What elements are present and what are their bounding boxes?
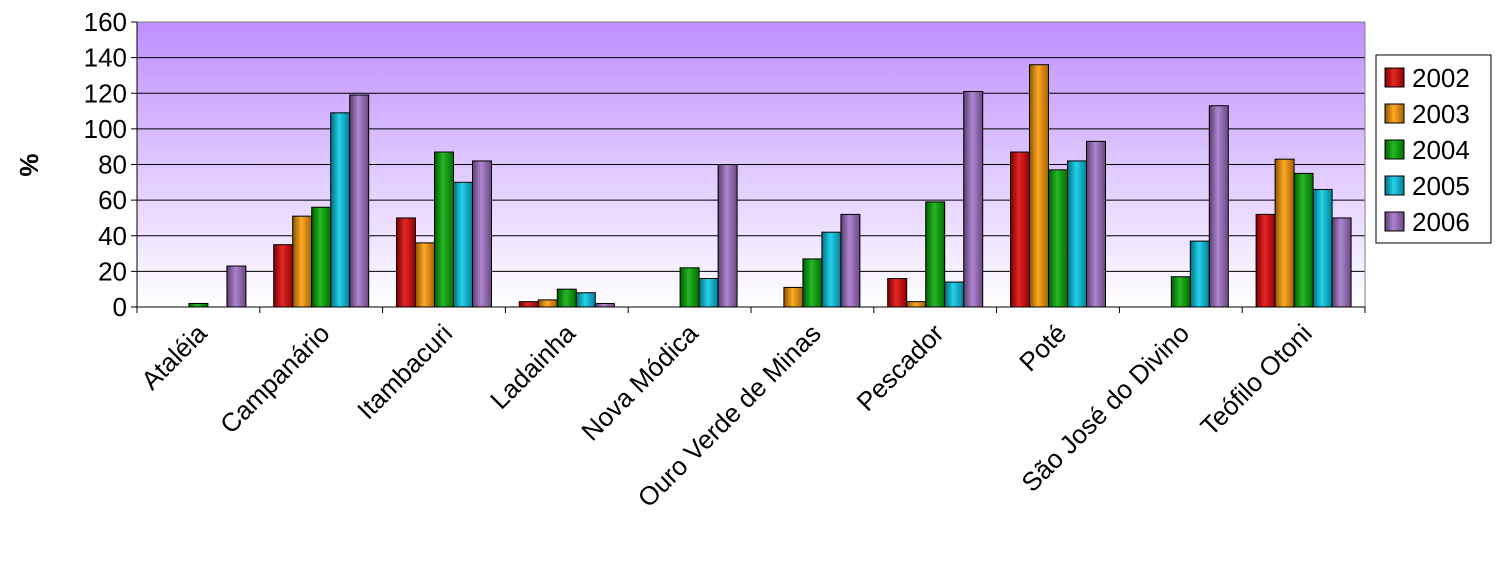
- bar-2003: [1029, 64, 1049, 308]
- y-tick-label: 120: [84, 78, 127, 108]
- legend-swatch-2004: [1384, 139, 1405, 160]
- bar-2005: [1067, 160, 1087, 308]
- x-tick-label: Poté: [1013, 318, 1072, 377]
- x-tick-label: Campanário: [214, 318, 335, 439]
- bar-2003: [1274, 158, 1295, 308]
- bar-2005: [821, 231, 842, 308]
- bar-2004: [311, 206, 332, 308]
- bar-2006: [840, 213, 861, 308]
- legend-label-2004: 2004: [1412, 135, 1470, 165]
- y-tick-label: 140: [84, 43, 127, 73]
- legend-label-2002: 2002: [1412, 63, 1470, 93]
- y-axis-label: %: [14, 153, 44, 176]
- bar-2004: [1048, 169, 1068, 308]
- bar-2005: [330, 112, 351, 308]
- bar-2006: [963, 90, 984, 308]
- legend: 2002 2003 2004 2005 2006: [1375, 54, 1492, 244]
- y-tick-label: 60: [98, 185, 127, 215]
- y-tick-label: 40: [98, 221, 127, 251]
- bar-2002: [396, 217, 416, 308]
- x-tick-label: Itambacuri: [351, 318, 458, 425]
- bar-2002: [887, 278, 908, 308]
- legend-swatch-2005: [1384, 175, 1405, 196]
- x-tick-label: Pescador: [851, 318, 950, 417]
- legend-label-2003: 2003: [1412, 99, 1470, 129]
- x-tick-label: Ataléia: [135, 318, 213, 396]
- y-tick-label: 160: [84, 7, 127, 37]
- legend-swatch-2003: [1384, 103, 1405, 124]
- bar-2005: [575, 292, 596, 308]
- bar-2005: [698, 278, 719, 308]
- x-tick-label: Teófilo Otoni: [1194, 318, 1317, 441]
- bar-2005: [1189, 240, 1210, 308]
- legend-swatch-2002: [1384, 67, 1405, 88]
- y-tick-label: 80: [98, 150, 127, 180]
- bar-2003: [415, 242, 435, 308]
- bar-2003: [537, 299, 558, 308]
- y-tick-label: 100: [84, 114, 127, 144]
- bar-2003: [783, 286, 804, 308]
- bar-2006: [1208, 105, 1229, 308]
- bar-2004: [188, 302, 209, 308]
- bar-2005: [1312, 188, 1333, 308]
- bar-2003: [906, 301, 927, 308]
- y-tick-label: 0: [113, 292, 127, 322]
- bar-2006: [717, 164, 738, 308]
- bar-2004: [1170, 276, 1191, 308]
- legend-swatch-2006: [1384, 211, 1405, 232]
- bar-2002: [273, 244, 294, 308]
- bar-2004: [925, 201, 946, 308]
- legend-label-2005: 2005: [1412, 171, 1470, 201]
- bar-2002: [1255, 213, 1276, 308]
- bar-2002: [518, 301, 539, 308]
- bar-2006: [226, 265, 247, 308]
- y-tick-label: 20: [98, 256, 127, 286]
- bar-2006: [1086, 140, 1106, 308]
- x-tick-label: Ladainha: [484, 318, 581, 415]
- bar-2004: [434, 151, 454, 308]
- x-tick-label: Nova Módica: [575, 318, 704, 447]
- bar-2004: [1293, 172, 1314, 308]
- bar-2005: [453, 181, 473, 308]
- bar-2005: [944, 281, 965, 308]
- bar-2006: [594, 302, 615, 308]
- bar-2006: [349, 94, 370, 308]
- bar-2004: [556, 288, 577, 308]
- bar-2006: [1331, 217, 1352, 308]
- legend-label-2006: 2006: [1412, 207, 1470, 237]
- bar-2006: [472, 160, 492, 308]
- bar-2004: [679, 267, 700, 308]
- bar-2003: [292, 215, 313, 308]
- bar-2002: [1010, 151, 1030, 308]
- bar-2004: [802, 258, 823, 308]
